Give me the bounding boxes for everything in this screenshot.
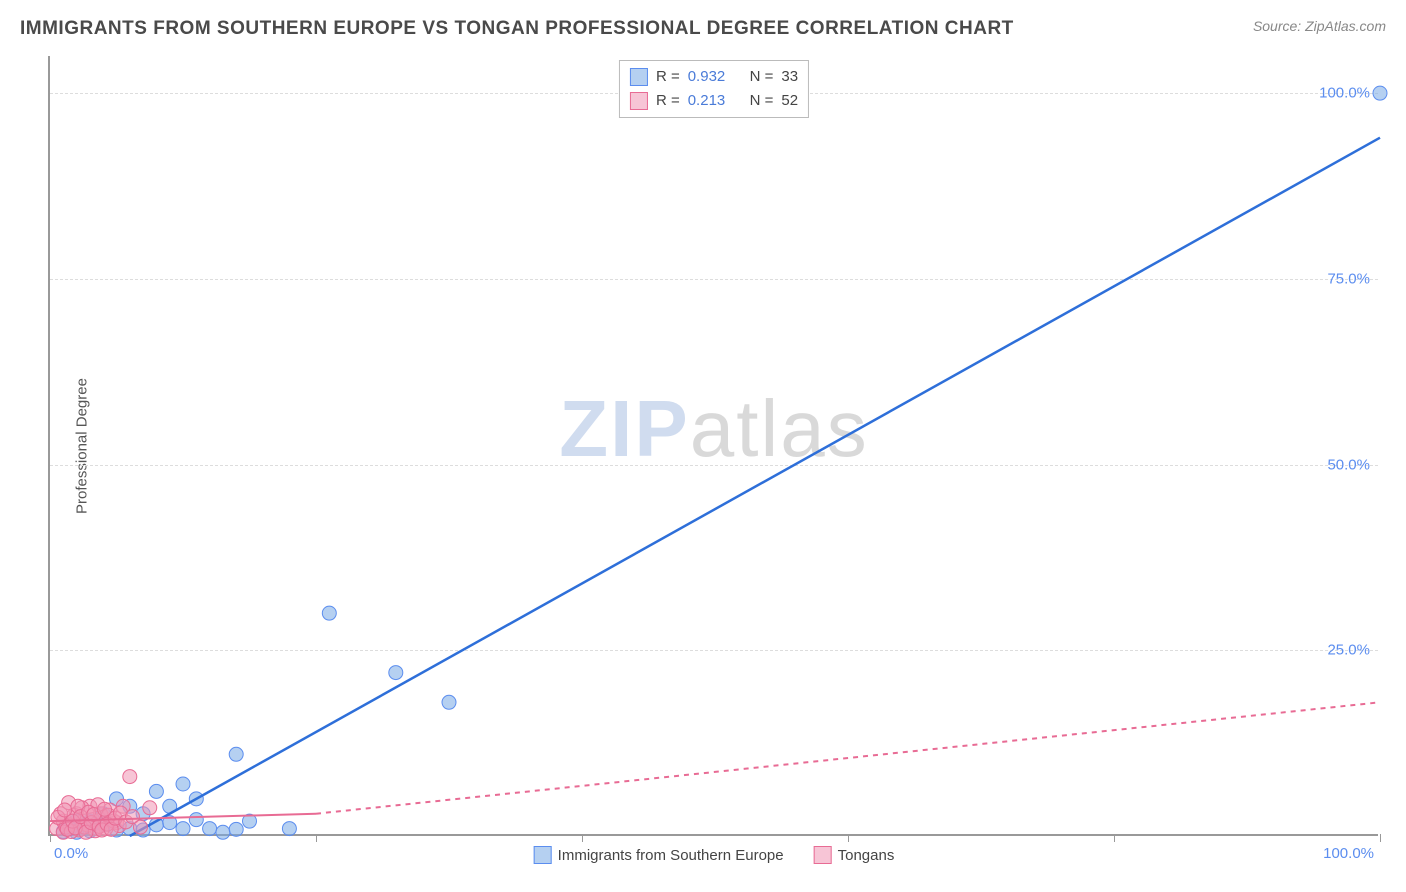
source-attribution: Source: ZipAtlas.com — [1253, 18, 1386, 34]
x-tick — [582, 834, 583, 842]
header: IMMIGRANTS FROM SOUTHERN EUROPE VS TONGA… — [20, 18, 1386, 40]
chart-svg — [50, 56, 1378, 834]
scatter-point — [229, 822, 243, 836]
x-tick — [316, 834, 317, 842]
regression-line — [316, 702, 1380, 813]
x-axis-label-min: 0.0% — [54, 845, 88, 862]
scatter-point — [176, 777, 190, 791]
r-label: R = — [656, 89, 680, 113]
scatter-point — [149, 784, 163, 798]
legend-correlation: R = 0.932 N = 33 R = 0.213 N = 52 — [619, 60, 809, 118]
n-label: N = — [750, 89, 774, 113]
legend-swatch-pink — [814, 846, 832, 864]
n-value-pink: 52 — [781, 89, 798, 113]
legend-item-blue: Immigrants from Southern Europe — [534, 846, 784, 864]
scatter-point — [442, 695, 456, 709]
scatter-point — [322, 606, 336, 620]
legend-item-pink: Tongans — [814, 846, 895, 864]
regression-line — [130, 138, 1380, 836]
scatter-point — [1373, 86, 1387, 100]
n-label: N = — [750, 65, 774, 89]
x-axis-label-max: 100.0% — [1323, 845, 1374, 862]
legend-row-pink: R = 0.213 N = 52 — [630, 89, 798, 113]
plot-area: ZIPatlas 25.0%50.0%75.0%100.0% R = 0.932… — [48, 56, 1378, 836]
scatter-point — [176, 822, 190, 836]
r-label: R = — [656, 65, 680, 89]
scatter-point — [143, 801, 157, 815]
chart-title: IMMIGRANTS FROM SOUTHERN EUROPE VS TONGA… — [20, 18, 1014, 40]
scatter-point — [282, 822, 296, 836]
legend-row-blue: R = 0.932 N = 33 — [630, 65, 798, 89]
legend-label-blue: Immigrants from Southern Europe — [558, 847, 784, 864]
x-tick — [1380, 834, 1381, 842]
scatter-point — [133, 820, 147, 834]
legend-swatch-blue — [630, 68, 648, 86]
x-tick — [50, 834, 51, 842]
scatter-point — [389, 666, 403, 680]
legend-label-pink: Tongans — [838, 847, 895, 864]
r-value-blue: 0.932 — [688, 65, 726, 89]
legend-series: Immigrants from Southern Europe Tongans — [534, 846, 895, 864]
legend-swatch-blue — [534, 846, 552, 864]
x-tick — [848, 834, 849, 842]
scatter-point — [216, 825, 230, 839]
scatter-point — [203, 822, 217, 836]
scatter-point — [123, 770, 137, 784]
legend-swatch-pink — [630, 92, 648, 110]
r-value-pink: 0.213 — [688, 89, 726, 113]
scatter-point — [229, 747, 243, 761]
scatter-point — [189, 813, 203, 827]
x-tick — [1114, 834, 1115, 842]
n-value-blue: 33 — [781, 65, 798, 89]
